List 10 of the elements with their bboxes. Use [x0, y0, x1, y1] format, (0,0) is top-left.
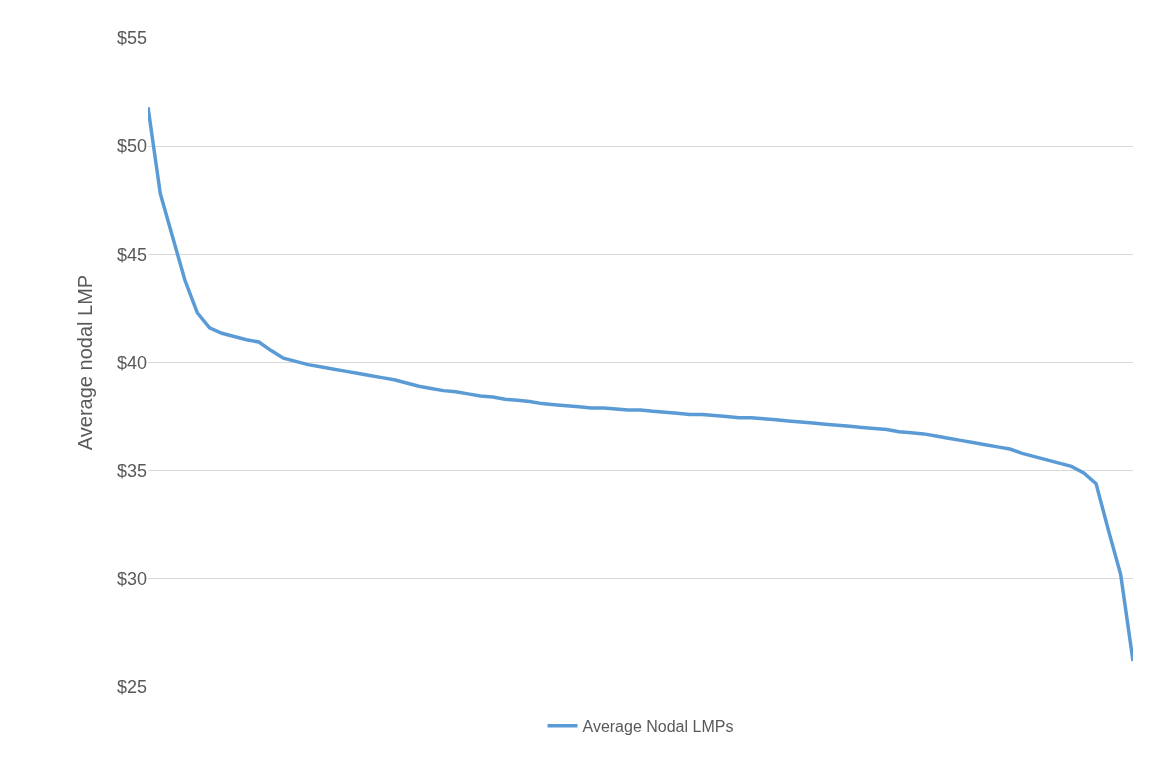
y-tick-label: $45: [116, 244, 147, 265]
legend-label: Average Nodal LMPs: [582, 718, 734, 736]
line-series: [148, 105, 1133, 663]
y-tick-label: $50: [116, 136, 147, 157]
y-tick-label: $35: [116, 460, 147, 481]
y-tick-label: $25: [116, 677, 147, 698]
y-axis-title: Average nodal LMP: [74, 274, 97, 451]
y-tick-label: $55: [116, 28, 147, 49]
y-tick-label: $40: [116, 352, 147, 373]
y-tick-label: $30: [116, 569, 147, 590]
